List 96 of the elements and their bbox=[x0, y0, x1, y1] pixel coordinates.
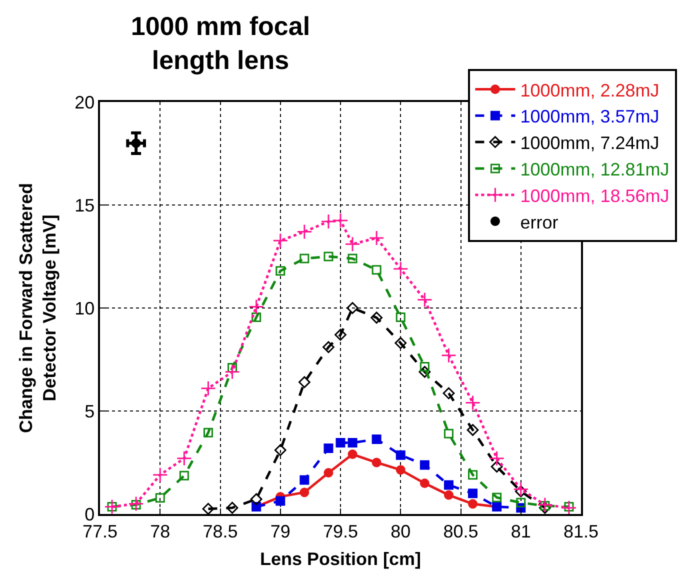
legend-label: error bbox=[520, 212, 558, 232]
point bbox=[418, 366, 431, 378]
point bbox=[368, 230, 384, 246]
point bbox=[322, 341, 334, 354]
point bbox=[396, 450, 406, 460]
point bbox=[107, 502, 117, 512]
point bbox=[276, 496, 286, 506]
point bbox=[344, 236, 360, 252]
point bbox=[444, 428, 454, 438]
point bbox=[152, 467, 168, 483]
point bbox=[444, 480, 454, 490]
point bbox=[561, 500, 577, 516]
point bbox=[516, 498, 526, 508]
point bbox=[320, 214, 336, 230]
point bbox=[202, 502, 214, 515]
point bbox=[324, 252, 334, 262]
legend-label: 1000mm, 12.81mJ bbox=[520, 159, 670, 180]
point bbox=[296, 224, 312, 240]
x-tick-label: 79.5 bbox=[322, 521, 358, 542]
point bbox=[370, 312, 383, 324]
point bbox=[248, 299, 264, 315]
point bbox=[179, 470, 189, 480]
point bbox=[492, 492, 502, 502]
point bbox=[155, 493, 165, 503]
x-axis-title: Lens Position [cm] bbox=[260, 548, 422, 569]
point bbox=[226, 502, 238, 514]
legend-label: 1000mm, 18.56mJ bbox=[520, 186, 670, 206]
point bbox=[490, 460, 503, 473]
legend-label: 1000mm, 2.28mJ bbox=[520, 80, 660, 100]
y-tick-label: 10 bbox=[74, 298, 95, 318]
point bbox=[276, 266, 286, 276]
point bbox=[420, 478, 430, 488]
point bbox=[468, 470, 478, 480]
x-tick-label: 78 bbox=[150, 521, 170, 542]
point bbox=[324, 468, 334, 478]
point bbox=[104, 499, 120, 515]
point bbox=[224, 364, 240, 380]
x-tick-label: 81 bbox=[510, 521, 531, 542]
point bbox=[396, 465, 406, 475]
point bbox=[200, 380, 216, 396]
point bbox=[274, 444, 286, 456]
point bbox=[372, 265, 382, 275]
x-tick-label: 80.5 bbox=[443, 521, 478, 542]
point bbox=[300, 254, 310, 264]
point bbox=[203, 428, 213, 438]
legend-label: 1000mm, 7.24mJ bbox=[520, 133, 660, 154]
point bbox=[416, 292, 432, 308]
point bbox=[540, 501, 550, 511]
point bbox=[420, 460, 430, 470]
point bbox=[250, 493, 262, 506]
point bbox=[514, 485, 527, 498]
point bbox=[336, 438, 346, 448]
point bbox=[272, 232, 288, 248]
y-tick-label: 15 bbox=[74, 195, 95, 216]
point bbox=[131, 138, 141, 148]
point bbox=[131, 500, 141, 510]
point bbox=[442, 387, 455, 400]
point bbox=[468, 499, 478, 509]
legend-label: 1000mm, 3.57mJ bbox=[520, 106, 660, 127]
point bbox=[176, 450, 192, 466]
point bbox=[564, 502, 574, 512]
y-tick-label: 5 bbox=[84, 401, 95, 422]
point bbox=[420, 362, 430, 372]
point bbox=[466, 424, 479, 436]
point bbox=[537, 496, 553, 512]
chart-title: 1000 mm focal length lens bbox=[130, 11, 310, 75]
point bbox=[513, 482, 529, 498]
x-tick-label: 78.5 bbox=[202, 521, 238, 542]
point bbox=[394, 337, 407, 349]
point bbox=[228, 362, 238, 372]
point bbox=[468, 488, 478, 498]
point bbox=[392, 261, 408, 277]
point bbox=[489, 450, 505, 466]
point bbox=[128, 496, 144, 512]
point bbox=[396, 312, 406, 322]
point bbox=[324, 444, 334, 454]
point bbox=[300, 475, 310, 485]
point bbox=[465, 395, 481, 411]
point bbox=[300, 488, 310, 498]
x-tick-label: 79 bbox=[270, 521, 290, 542]
point bbox=[444, 490, 454, 500]
point bbox=[332, 212, 348, 228]
point bbox=[372, 458, 382, 468]
x-tick-label: 80 bbox=[390, 521, 411, 542]
point bbox=[298, 376, 310, 388]
point bbox=[348, 450, 358, 460]
point bbox=[372, 434, 382, 444]
point bbox=[348, 438, 358, 448]
point bbox=[334, 328, 346, 341]
point bbox=[252, 312, 262, 322]
x-tick-label: 81.5 bbox=[563, 521, 599, 542]
y-tick-label: 20 bbox=[74, 92, 95, 112]
point bbox=[348, 254, 358, 264]
point bbox=[440, 348, 456, 364]
y-axis-title: Change in Forward Scattered Detector Voltage [mV] bbox=[16, 182, 60, 434]
point bbox=[346, 302, 358, 314]
